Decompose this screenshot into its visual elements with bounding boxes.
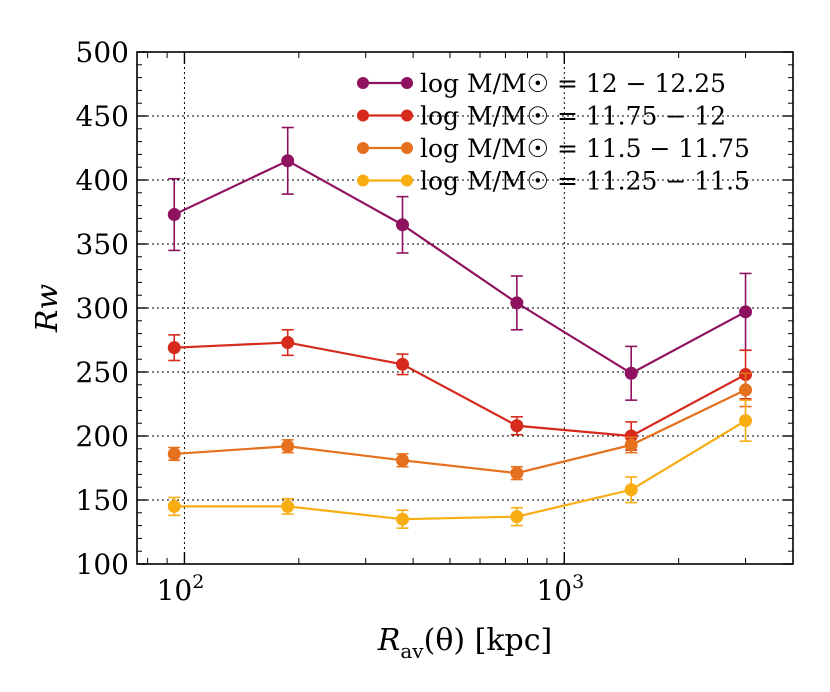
data-point xyxy=(167,341,181,355)
legend-label: log M/M☉ = 11.75 − 12 xyxy=(420,102,726,131)
series-layer xyxy=(167,126,753,529)
legend-marker xyxy=(357,142,369,154)
y-tick-label: 150 xyxy=(76,484,129,517)
y-tick-label: 250 xyxy=(76,356,129,389)
series-3 xyxy=(167,372,753,481)
data-point xyxy=(167,447,181,461)
legend-marker xyxy=(401,142,413,154)
y-tick-label: 100 xyxy=(76,548,129,581)
data-point xyxy=(510,296,524,310)
y-tick-label: 400 xyxy=(76,164,129,197)
series-line xyxy=(174,341,747,438)
x-axis-label: Rav(θ) [kpc] xyxy=(377,623,552,663)
legend-marker xyxy=(401,77,413,89)
data-point xyxy=(739,414,753,428)
data-point xyxy=(281,154,295,168)
x-tick-label: 103 xyxy=(536,571,584,607)
series-line xyxy=(173,159,747,375)
y-tick-label: 200 xyxy=(76,420,129,453)
legend: log M/M☉ = 12 − 12.25 log M/M☉ = 11.75 − … xyxy=(357,69,750,196)
data-point xyxy=(167,208,181,222)
legend-marker xyxy=(401,109,413,122)
series-4 xyxy=(167,399,753,529)
legend-item-1: log M/M☉ = 12 − 12.25 xyxy=(357,69,726,98)
legend-marker xyxy=(357,77,369,89)
y-tick-label: 500 xyxy=(76,36,129,69)
data-point xyxy=(281,336,295,350)
data-point xyxy=(510,510,524,524)
axis-ticks: 100 150 200 250 300 350 400 450 500 102 103 xyxy=(76,36,793,607)
data-point xyxy=(396,512,410,526)
legend-item-3: log M/M☉ = 11.5 − 11.75 xyxy=(357,134,750,163)
data-point xyxy=(396,357,410,371)
data-point xyxy=(510,466,524,480)
data-point xyxy=(167,499,181,513)
y-axis-label: Rw xyxy=(30,284,65,334)
data-point xyxy=(624,483,638,497)
legend-marker xyxy=(357,174,369,187)
y-tick-label: 350 xyxy=(76,228,129,261)
data-point xyxy=(281,439,295,453)
data-point xyxy=(624,366,638,380)
legend-label: log M/M☉ = 11.25 − 11.5 xyxy=(420,167,750,196)
data-point xyxy=(739,305,753,319)
legend-marker xyxy=(401,174,413,187)
series-2 xyxy=(167,328,753,451)
y-tick-label: 300 xyxy=(76,292,129,325)
data-point xyxy=(281,499,295,513)
legend-item-2: log M/M☉ = 11.75 − 12 xyxy=(357,102,726,131)
data-point xyxy=(739,383,753,397)
data-point xyxy=(624,438,638,452)
data-point xyxy=(396,453,410,467)
x-tick-label: 102 xyxy=(157,571,205,607)
grid-lines xyxy=(137,52,793,564)
series-line xyxy=(174,419,747,521)
data-point xyxy=(396,218,410,232)
y-tick-label: 450 xyxy=(76,100,129,133)
series-line xyxy=(174,388,747,475)
data-point xyxy=(510,419,524,433)
legend-marker xyxy=(357,109,369,122)
legend-label: log M/M☉ = 12 − 12.25 xyxy=(420,69,726,98)
legend-label: log M/M☉ = 11.5 − 11.75 xyxy=(420,134,750,163)
legend-item-4: log M/M☉ = 11.25 − 11.5 xyxy=(357,167,750,196)
